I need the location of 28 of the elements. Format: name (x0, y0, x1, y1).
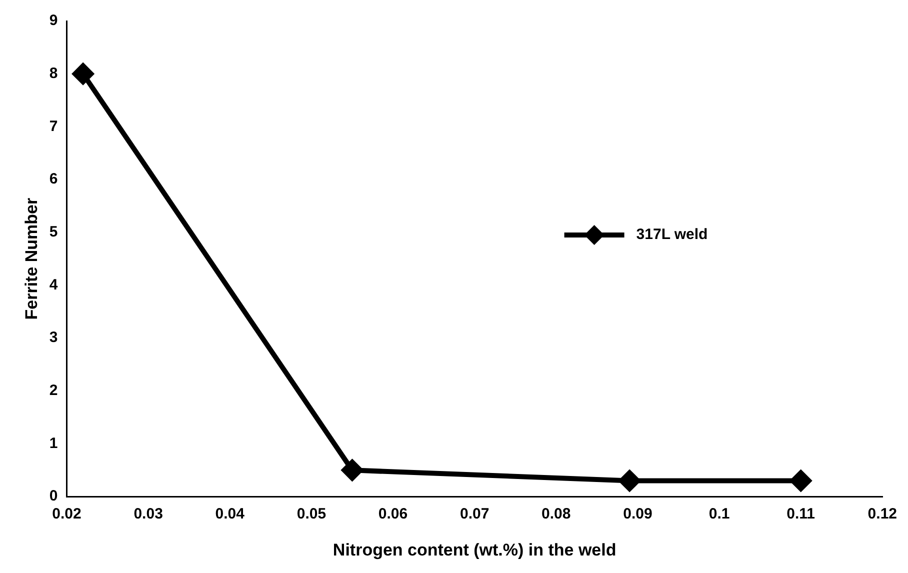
y-tick-label: 4 (49, 276, 58, 294)
x-tick-label: 0.07 (460, 506, 490, 523)
x-tick-label: 0.1 (708, 506, 730, 523)
point (342, 460, 363, 481)
y-tick-label: 9 (49, 12, 58, 30)
y-tick-label: 6 (49, 170, 58, 188)
x-tick-label: 0.04 (215, 506, 246, 523)
x-tick-label: 0.12 (868, 506, 898, 523)
x-tick-label: 0.02 (52, 506, 82, 523)
x-tick-label: 0.08 (542, 506, 571, 523)
x-tick-label: 0.09 (623, 506, 652, 523)
y-tick-label: 3 (49, 329, 58, 346)
x-tick-label: 0.11 (786, 506, 816, 523)
y-axis-title: Ferrite Number (22, 197, 41, 320)
x-axis-title: Nitrogen content (wt.%) in the weld (332, 540, 616, 560)
y-tick-label: 7 (49, 118, 58, 135)
y-tick-label: 1 (49, 434, 58, 452)
y-tick-label: 0 (49, 488, 58, 505)
point (790, 470, 812, 492)
x-tick-label: 0.05 (296, 506, 326, 523)
point (72, 63, 94, 84)
y-tick-label: 8 (49, 64, 58, 82)
y-tick-label: 2 (49, 382, 58, 400)
legend-label: 317L weld (636, 226, 708, 244)
x-tick-label: 0.03 (134, 506, 163, 523)
x-tick-label: 0.06 (378, 506, 408, 523)
y-tick-label: 5 (49, 224, 58, 241)
point (619, 470, 640, 492)
